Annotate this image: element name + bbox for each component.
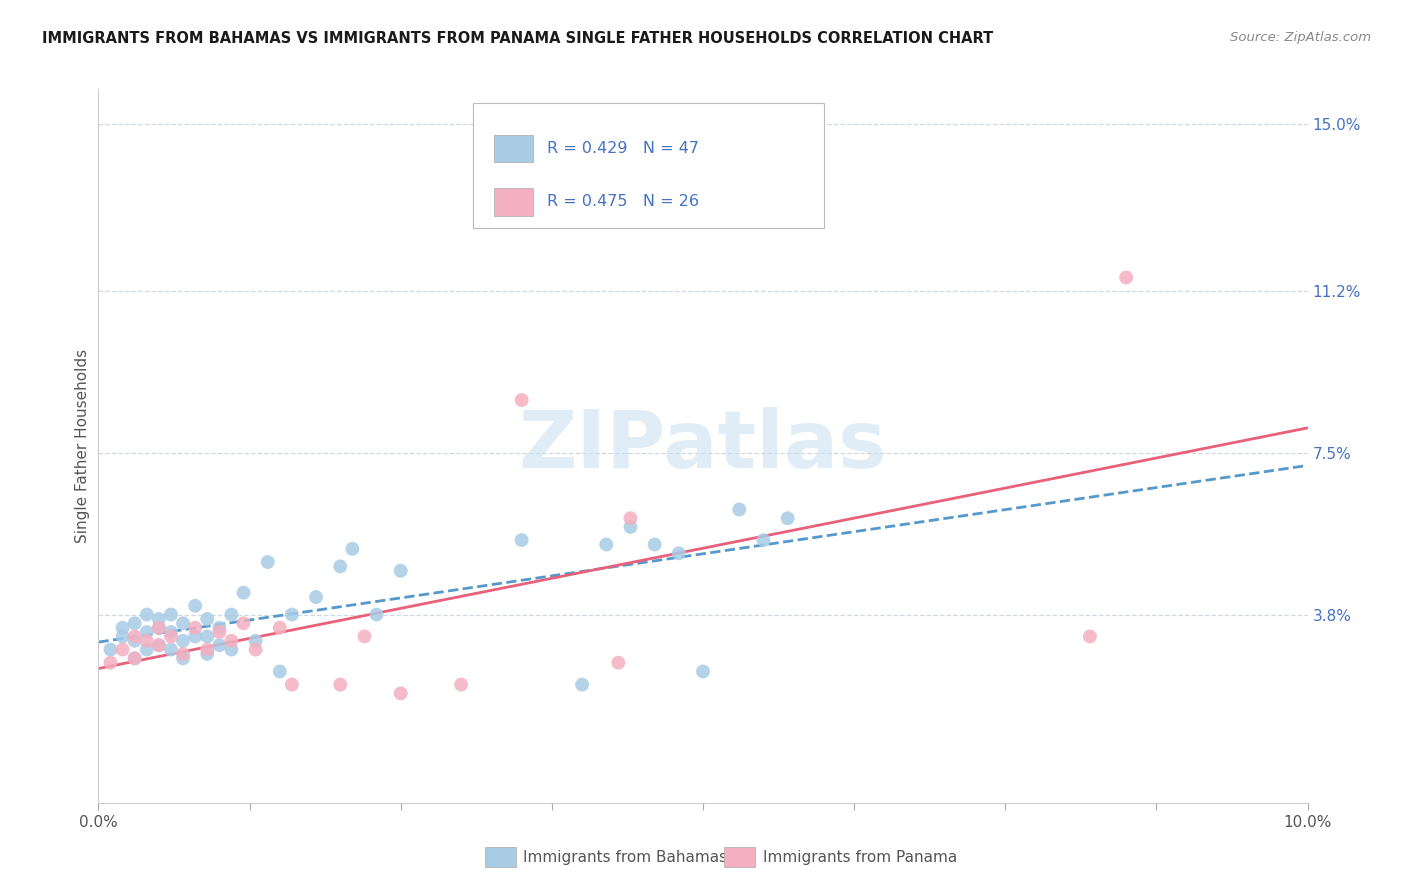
Point [1078,629,1101,643]
Point [329,677,352,691]
Text: R = 0.429   N = 47: R = 0.429 N = 47 [547,141,699,156]
Text: IMMIGRANTS FROM BAHAMAS VS IMMIGRANTS FROM PANAMA SINGLE FATHER HOUSEHOLDS CORRE: IMMIGRANTS FROM BAHAMAS VS IMMIGRANTS FR… [42,31,994,46]
Point [172,616,194,631]
Point [281,607,304,622]
Point [208,621,231,635]
FancyBboxPatch shape [494,188,533,216]
Point [148,621,170,635]
Point [111,629,134,643]
Point [148,621,170,635]
Point [160,642,183,657]
Point [184,599,207,613]
Text: R = 0.475   N = 26: R = 0.475 N = 26 [547,194,699,210]
Point [776,511,799,525]
Point [111,642,134,657]
Point [195,647,218,661]
Point [100,656,122,670]
Point [148,638,170,652]
Point [160,607,183,622]
Point [644,537,666,551]
Point [619,520,641,534]
Point [269,621,291,635]
Point [232,616,254,631]
Point [668,546,690,560]
Point [160,629,183,643]
Point [245,633,267,648]
Point [389,564,412,578]
Point [148,612,170,626]
Point [172,651,194,665]
Y-axis label: Single Father Households: Single Father Households [75,349,90,543]
Point [366,607,388,622]
FancyBboxPatch shape [494,135,533,162]
Point [256,555,278,569]
Point [124,633,146,648]
Point [269,665,291,679]
Point [342,541,364,556]
Text: ZIPatlas: ZIPatlas [519,407,887,485]
Point [184,629,207,643]
Point [195,612,218,626]
Point [619,511,641,525]
Point [160,625,183,640]
Point [728,502,751,516]
Point [124,629,146,643]
Point [111,621,134,635]
Point [135,642,157,657]
Point [692,665,714,679]
Point [124,616,146,631]
Point [100,642,122,657]
Point [607,656,630,670]
Point [221,607,243,622]
Point [245,642,267,657]
Point [172,633,194,648]
Point [510,392,533,407]
Point [208,638,231,652]
Point [195,629,218,643]
Point [305,590,328,604]
Point [571,677,593,691]
Point [221,642,243,657]
Point [221,633,243,648]
Point [135,607,157,622]
Point [208,625,231,640]
Point [329,559,352,574]
FancyBboxPatch shape [474,103,824,227]
Point [124,651,146,665]
Point [752,533,775,548]
Point [450,677,472,691]
Point [510,533,533,548]
Point [1115,270,1137,285]
Point [389,686,412,700]
Text: Source: ZipAtlas.com: Source: ZipAtlas.com [1230,31,1371,45]
Point [281,677,304,691]
Point [135,625,157,640]
Point [184,621,207,635]
Text: Immigrants from Bahamas: Immigrants from Bahamas [523,850,727,864]
Point [232,585,254,599]
Point [353,629,375,643]
Point [148,638,170,652]
Point [595,537,617,551]
Point [135,633,157,648]
Point [195,642,218,657]
Point [172,647,194,661]
Text: Immigrants from Panama: Immigrants from Panama [763,850,957,864]
Point [124,651,146,665]
